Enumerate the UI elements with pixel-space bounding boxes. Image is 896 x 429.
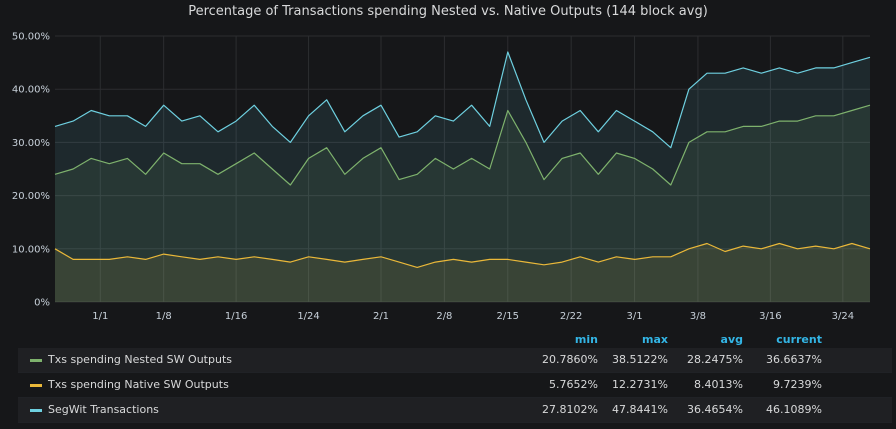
legend-series-name[interactable]: Txs spending Nested SW Outputs bbox=[48, 353, 232, 366]
legend-row-nested[interactable]: Txs spending Nested SW Outputs 20.7860% … bbox=[18, 348, 892, 373]
y-axis-ticks: 0% 10.00% 20.00% 30.00% 40.00% 50.00% bbox=[12, 32, 50, 309]
x-tick-label: 2/1 bbox=[373, 311, 389, 322]
y-tick-label: 10.00% bbox=[12, 244, 50, 255]
legend-value-avg: 8.4013% bbox=[694, 378, 743, 391]
series-area-0 bbox=[55, 105, 870, 302]
legend-series-name[interactable]: Txs spending Native SW Outputs bbox=[48, 378, 229, 391]
legend-value-min: 20.7860% bbox=[542, 353, 598, 366]
x-tick-label: 3/1 bbox=[627, 311, 643, 322]
x-tick-label: 3/16 bbox=[759, 311, 781, 322]
y-tick-label: 20.00% bbox=[12, 191, 50, 202]
legend-swatch-segwit[interactable] bbox=[30, 409, 42, 412]
legend-value-max: 47.8441% bbox=[612, 403, 668, 416]
legend-row-segwit[interactable]: SegWit Transactions 27.8102% 47.8441% 36… bbox=[18, 398, 892, 423]
legend-value-avg: 36.4654% bbox=[687, 403, 743, 416]
x-tick-label: 1/8 bbox=[156, 311, 172, 322]
legend-value-current: 46.1089% bbox=[766, 403, 822, 416]
x-tick-label: 3/8 bbox=[690, 311, 706, 322]
chart-title: Percentage of Transactions spending Nest… bbox=[188, 4, 708, 19]
series-lines bbox=[54, 51, 871, 268]
series-areas bbox=[55, 52, 870, 302]
grid bbox=[55, 35, 870, 303]
series-line-0 bbox=[54, 104, 871, 186]
legend-header: min max avg current bbox=[18, 328, 892, 348]
legend-value-avg: 28.2475% bbox=[687, 353, 743, 366]
x-axis-ticks: 1/1 1/8 1/16 1/24 2/1 2/8 2/15 2/22 3/1 3/8 3/16 3/… bbox=[92, 311, 854, 322]
legend-value-current: 36.6637% bbox=[766, 353, 822, 366]
y-tick-label: 40.00% bbox=[12, 85, 50, 96]
x-tick-label: 1/1 bbox=[92, 311, 108, 322]
x-tick-label: 2/8 bbox=[436, 311, 452, 322]
series-area-1 bbox=[55, 243, 870, 302]
x-tick-label: 1/24 bbox=[297, 311, 319, 322]
legend: min max avg current Txs spending Nested … bbox=[18, 328, 892, 423]
series-line-2 bbox=[54, 51, 871, 149]
legend-value-min: 5.7652% bbox=[549, 378, 598, 391]
legend-header-current[interactable]: current bbox=[776, 333, 822, 346]
y-tick-label: 30.00% bbox=[12, 138, 50, 149]
series-area-2 bbox=[55, 52, 870, 302]
legend-value-min: 27.8102% bbox=[542, 403, 598, 416]
legend-swatch-native[interactable] bbox=[30, 384, 42, 387]
legend-series-name[interactable]: SegWit Transactions bbox=[48, 403, 159, 416]
legend-value-max: 12.2731% bbox=[612, 378, 668, 391]
legend-value-current: 9.7239% bbox=[773, 378, 822, 391]
legend-swatch-nested[interactable] bbox=[30, 359, 42, 362]
line-chart[interactable]: 0%10.00%20.00%30.00%40.00%50.00% 1/1 1/8 1… bbox=[0, 0, 896, 322]
legend-value-max: 38.5122% bbox=[612, 353, 668, 366]
legend-row-native[interactable]: Txs spending Native SW Outputs 5.7652% 1… bbox=[18, 373, 892, 398]
y-tick-label: 50.00% bbox=[12, 32, 50, 43]
legend-header-avg[interactable]: avg bbox=[720, 333, 743, 346]
legend-header-max[interactable]: max bbox=[642, 333, 668, 346]
legend-header-min[interactable]: min bbox=[574, 333, 598, 346]
x-tick-label: 3/24 bbox=[832, 311, 854, 322]
x-tick-label: 2/22 bbox=[560, 311, 582, 322]
x-tick-label: 1/16 bbox=[225, 311, 247, 322]
x-tick-label: 2/15 bbox=[497, 311, 519, 322]
series-line-1 bbox=[54, 242, 871, 268]
y-tick-label: 0% bbox=[34, 298, 50, 309]
